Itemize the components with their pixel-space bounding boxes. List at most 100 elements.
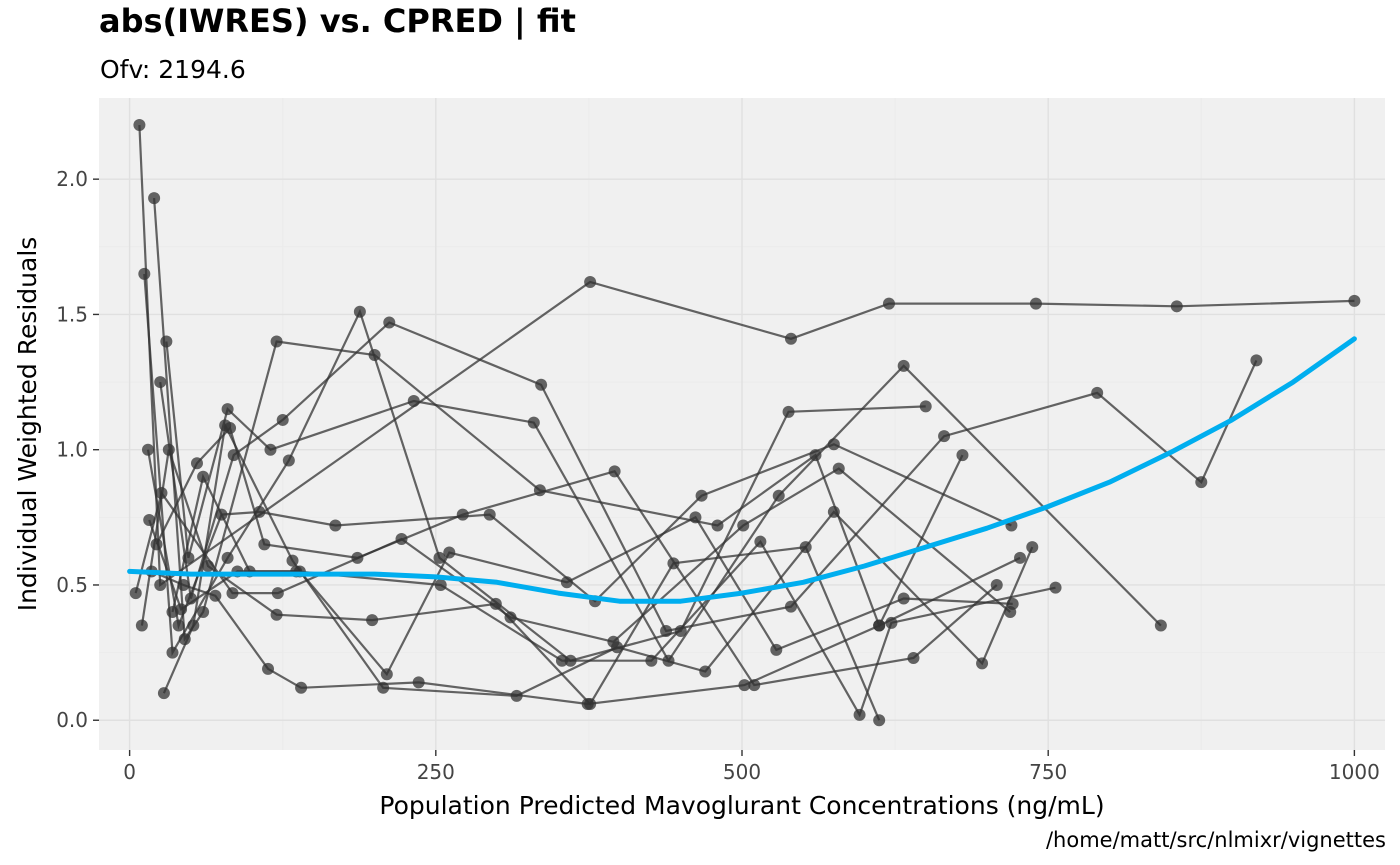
data-point [173,620,185,632]
data-point [160,335,172,347]
data-point [143,514,155,526]
data-point [435,579,447,591]
data-point [253,506,265,518]
data-point [215,509,227,521]
data-point [1348,295,1360,307]
x-tick-label: 0 [123,760,136,784]
data-point [885,617,897,629]
data-point [561,576,573,588]
data-point [1026,541,1038,553]
y-tick-label: 0.0 [56,708,88,732]
data-point [645,655,657,667]
data-point [754,536,766,548]
data-point [396,533,408,545]
data-point [1171,300,1183,312]
data-point [770,644,782,656]
data-point [271,609,283,621]
data-point [138,268,150,280]
data-point [667,557,679,569]
data-point [505,611,517,623]
y-tick-label: 1.0 [56,438,88,462]
x-tick-label: 750 [1029,760,1067,784]
data-point [1030,298,1042,310]
data-point [898,592,910,604]
x-tick-label: 250 [417,760,455,784]
data-point [854,709,866,721]
data-point [1014,552,1026,564]
data-point [354,306,366,318]
data-point [130,587,142,599]
y-axis-label: Individual Weighted Residuals [13,237,42,612]
data-point [228,449,240,461]
data-point [222,552,234,564]
data-point [663,655,675,667]
data-point [178,579,190,591]
data-point [142,444,154,456]
data-point [898,360,910,372]
data-point [556,655,568,667]
data-point [264,444,276,456]
data-point [484,509,496,521]
data-point [209,590,221,602]
data-point [773,490,785,502]
data-point [938,430,950,442]
data-point [366,614,378,626]
data-point [413,676,425,688]
data-point [277,414,289,426]
data-point [534,484,546,496]
data-point [197,606,209,618]
data-point [511,690,523,702]
data-point [155,487,167,499]
data-point [675,625,687,637]
data-point [197,471,209,483]
y-tick-label: 2.0 [56,167,88,191]
chart-caption: /home/matt/src/nlmixr/vignettes [1046,828,1386,852]
x-tick-label: 500 [723,760,761,784]
data-point [133,119,145,131]
data-point [712,519,724,531]
data-point [369,349,381,361]
data-point [809,449,821,461]
data-point [154,376,166,388]
data-point [833,463,845,475]
data-point [689,511,701,523]
data-point [151,538,163,550]
data-point [166,647,178,659]
data-point [1195,476,1207,488]
data-point [737,519,749,531]
data-point [443,547,455,559]
data-point [1050,582,1062,594]
data-point [1250,354,1262,366]
data-point [873,714,885,726]
data-point [226,587,238,599]
y-tick-label: 0.5 [56,573,88,597]
data-point [329,519,341,531]
data-point [828,506,840,518]
data-point [696,490,708,502]
data-point [607,636,619,648]
data-point [785,333,797,345]
data-point [920,400,932,412]
data-point [457,509,469,521]
data-point [148,192,160,204]
data-point [490,598,502,610]
data-point [222,403,234,415]
data-point [956,449,968,461]
data-point [262,663,274,675]
data-point [182,552,194,564]
data-point [383,317,395,329]
data-point [191,457,203,469]
data-point [660,625,672,637]
data-point [202,560,214,572]
data-point [535,379,547,391]
data-point [351,552,363,564]
data-point [1091,387,1103,399]
data-point [179,633,191,645]
data-point [785,601,797,613]
data-point [584,276,596,288]
y-tick-label: 1.5 [56,302,88,326]
data-point [381,668,393,680]
data-point [219,419,231,431]
data-point [783,406,795,418]
data-point [158,687,170,699]
